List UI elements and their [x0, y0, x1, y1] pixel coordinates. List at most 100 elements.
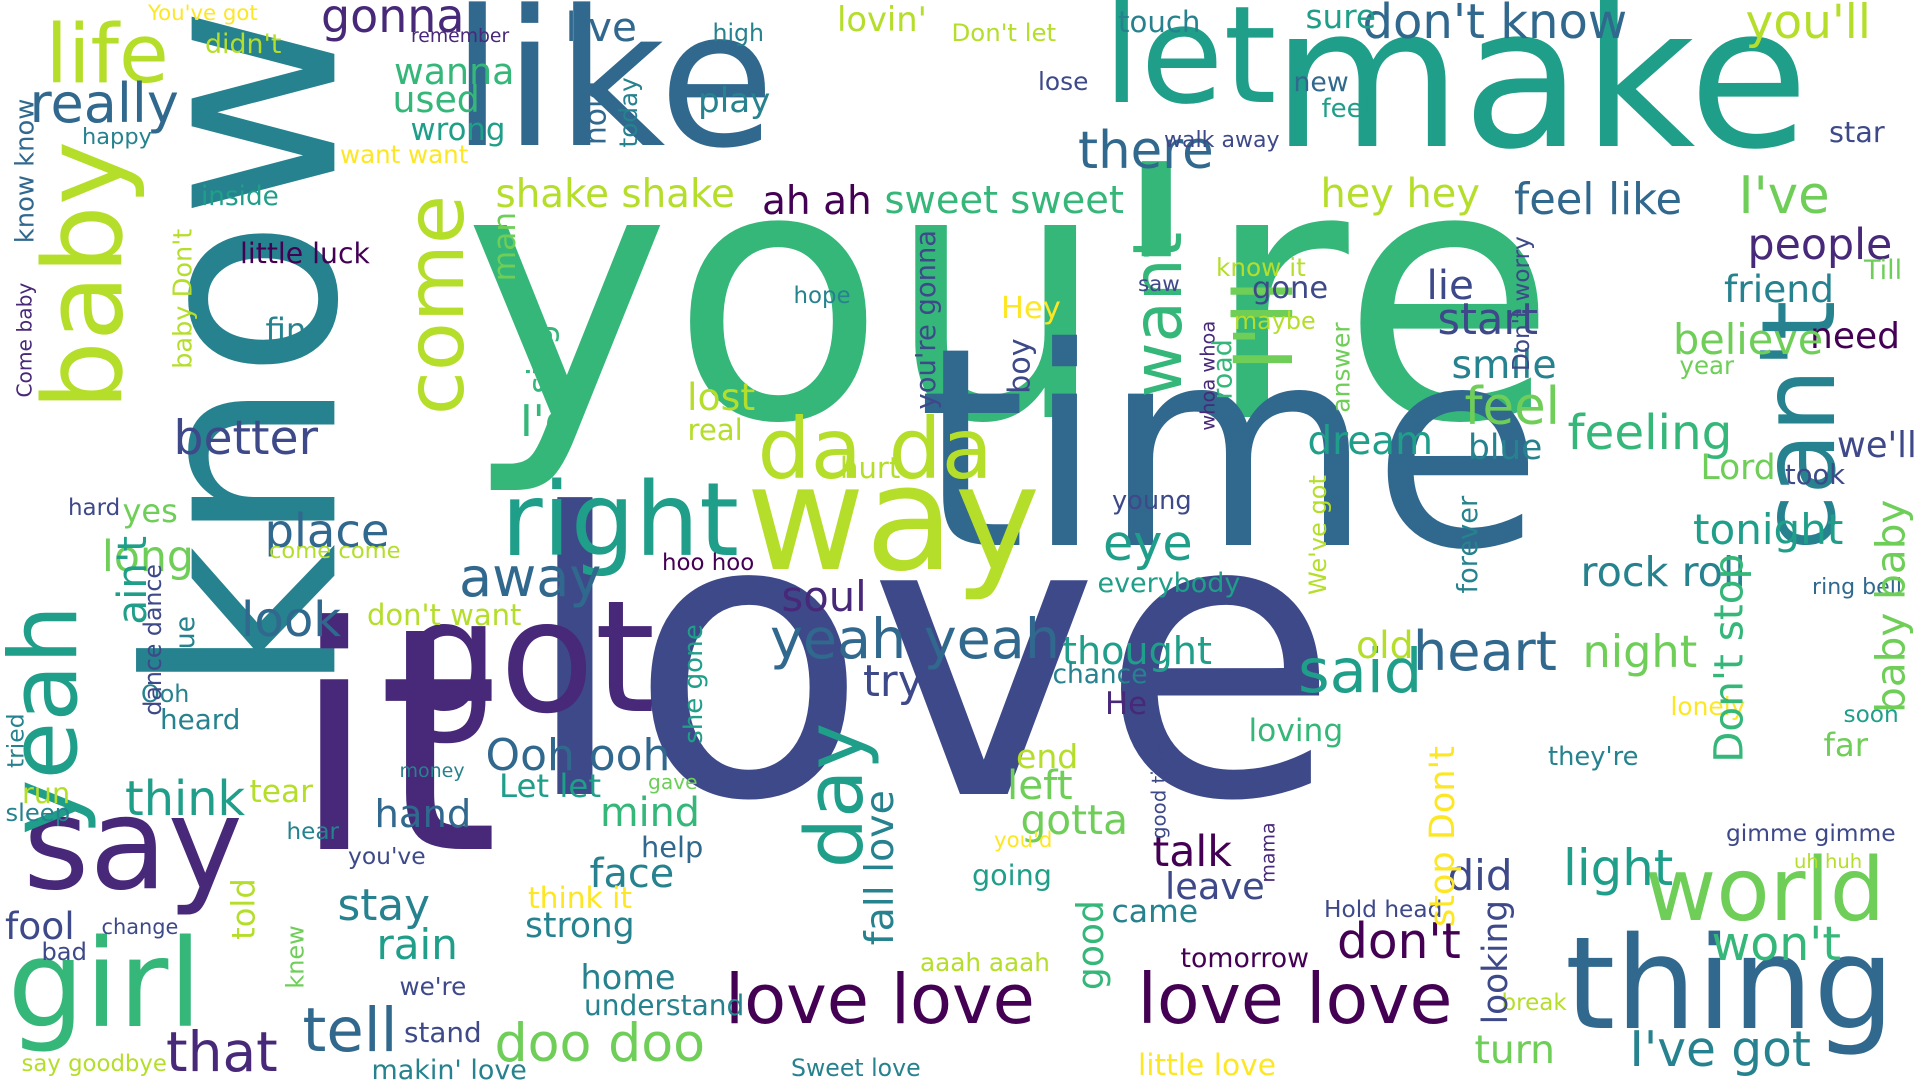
word-were: we're	[399, 971, 467, 1001]
word-tonight: tonight	[1693, 505, 1844, 554]
word-uh-huh: uh huh	[1794, 850, 1863, 873]
word-like: like	[451, 0, 776, 190]
word-yeah-yeah: yeah yeah	[770, 607, 1060, 672]
word-youve-got: You've got	[148, 0, 258, 26]
word-gotta: gotta	[1020, 795, 1128, 844]
word-dont: don't	[1337, 913, 1461, 970]
word-strong: strong	[525, 906, 635, 946]
word-feel: feel	[1464, 376, 1560, 437]
word-gave: gave	[648, 770, 698, 794]
word-remember: remember	[411, 25, 510, 47]
word-boy: boy	[1002, 338, 1038, 394]
word-hey: Hey	[1001, 290, 1061, 326]
word-start: start	[1437, 294, 1539, 345]
word-baby: baby	[20, 140, 148, 410]
word-stop-dont: stop Don't	[1421, 745, 1463, 927]
word-answer: answer	[1326, 321, 1356, 413]
word-knew: knew	[281, 925, 310, 989]
word-happy: happy	[82, 123, 152, 150]
word-baby-dont: baby Don't	[168, 228, 199, 369]
word-understand: understand	[584, 989, 745, 1022]
word-youll: you'll	[1745, 0, 1871, 50]
word-forever: forever	[1453, 495, 1485, 593]
word-think: think	[125, 772, 246, 827]
word-wont: won't	[1711, 916, 1841, 972]
word-gimme-gimme: gimme gimme	[1726, 818, 1896, 847]
word-soon: soon	[1843, 700, 1899, 728]
word-way: way	[746, 435, 1041, 604]
word-going: going	[972, 857, 1052, 892]
word-high: high	[712, 19, 764, 47]
word-come-baby: Come baby	[11, 282, 36, 398]
word-play: play	[698, 81, 771, 121]
word-aaah-aaah: aaah aaah	[920, 947, 1050, 977]
word-fool: fool	[5, 904, 75, 948]
word-girl: girl	[7, 913, 203, 1055]
word-know-know: know know	[9, 98, 40, 244]
word-rain: rain	[376, 920, 458, 969]
word-thought: thought	[1062, 629, 1212, 673]
word-looking: looking	[1476, 899, 1517, 1025]
word-hold: hold	[578, 80, 614, 146]
word-bad: bad	[41, 938, 87, 966]
word-people: people	[1747, 219, 1893, 270]
word-want-want: want want	[340, 139, 469, 169]
word-tried: tried	[1, 712, 30, 768]
word-ooh: Ooh	[141, 680, 190, 708]
word-little-luck: little luck	[240, 237, 370, 270]
word-sleep: sleep	[5, 798, 71, 827]
word-came: came	[1111, 893, 1199, 930]
word-wrong: wrong	[410, 111, 506, 148]
word-let-let: Let let	[499, 767, 602, 805]
word-there: there	[1078, 120, 1214, 181]
word-believe: believe	[1673, 315, 1824, 364]
word-young: young	[1112, 486, 1192, 516]
word-heart: heart	[1413, 620, 1557, 683]
word-better: better	[173, 410, 319, 466]
word-ive: I've	[1738, 165, 1830, 226]
word-she-gone: she gone	[678, 624, 709, 744]
word-year: year	[1679, 351, 1735, 380]
word-lose: lose	[1038, 66, 1089, 96]
word-friend: friend	[1724, 267, 1835, 311]
word-hard: hard	[68, 494, 121, 521]
word-stay: stay	[337, 880, 431, 931]
word-ooh-ooh: Ooh ooh	[485, 730, 671, 781]
word-break: break	[1501, 989, 1567, 1016]
word-face: face	[589, 851, 675, 897]
word-youre-gonna: you're gonna	[911, 229, 943, 409]
word-road: road	[1207, 338, 1239, 400]
word-real: real	[687, 412, 743, 447]
word-hoo-hoo: hoo hoo	[662, 549, 755, 576]
word-took: took	[1785, 459, 1846, 491]
word-id: I'd	[520, 396, 573, 447]
word-lovin: lovin'	[837, 0, 927, 39]
word-lonely: lonely	[1670, 691, 1746, 721]
word-old: old	[1356, 623, 1414, 667]
word-change: change	[101, 914, 179, 939]
word-right: right	[501, 460, 739, 579]
word-live: live	[565, 2, 637, 51]
word-hear: hear	[286, 818, 340, 845]
word-light: light	[1563, 839, 1674, 897]
word-dont-worry: Don't worry	[1508, 235, 1535, 371]
word-feeling: feeling	[1567, 405, 1733, 461]
word-mama: mama	[1257, 821, 1280, 883]
word-far: far	[1823, 726, 1869, 764]
word-money: money	[399, 759, 465, 782]
word-well: we'll	[1837, 424, 1917, 466]
word-place: place	[264, 504, 390, 558]
word-mind: mind	[600, 790, 700, 836]
word-night: night	[1582, 625, 1698, 678]
word-blue: blue	[1468, 428, 1543, 468]
word-wanna: wanna	[394, 50, 515, 93]
word-hey-hey: hey hey	[1320, 171, 1480, 217]
word-yes: yes	[122, 492, 178, 530]
word-fine: fine	[265, 311, 327, 349]
word-feet: feet	[1321, 94, 1373, 124]
word-heard: heard	[160, 703, 241, 736]
word-time: time	[917, 288, 1543, 611]
word-dance-dance: dance dance	[138, 564, 167, 716]
word-feel-like: feel like	[1514, 174, 1683, 225]
